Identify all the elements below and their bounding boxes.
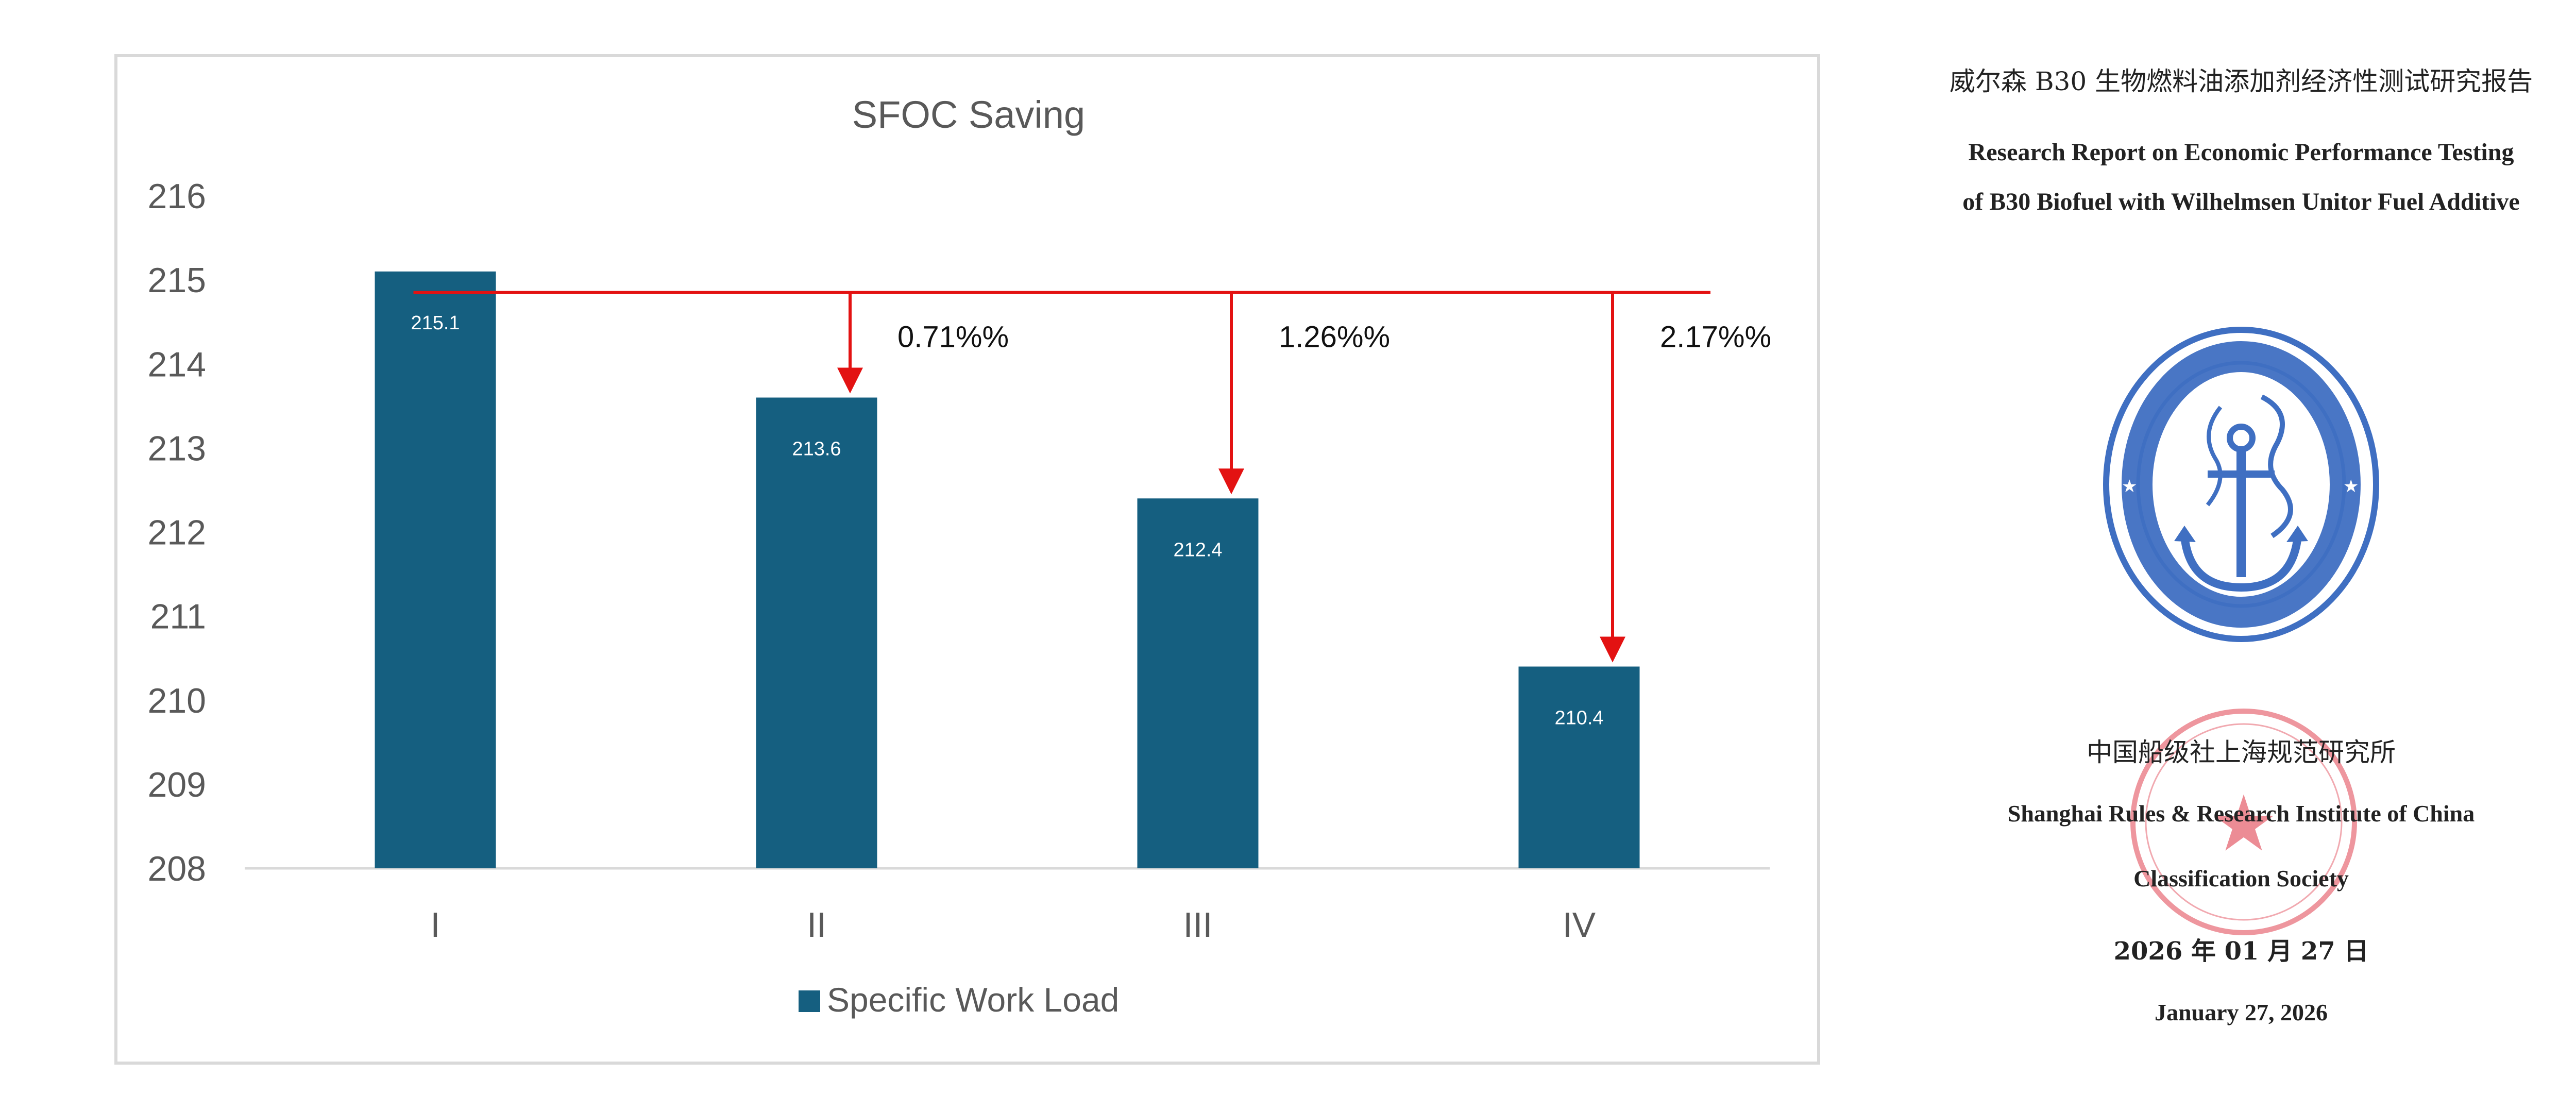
reference-annotations: 0.71%% 1.26%% 2.17%% — [413, 291, 1771, 663]
bar-IV — [1518, 666, 1640, 868]
x-tick-label: IV — [1563, 905, 1596, 945]
y-tick-label: 210 — [148, 681, 206, 720]
bars — [375, 271, 1640, 868]
report-title-cn: 威尔森 B30 生物燃料油添加剂经济性测试研究报告 — [1949, 66, 2533, 96]
chart-panel: SFOC Saving 208 209 210 211 212 213 214 215 216 … — [114, 54, 1820, 1065]
y-tick-label: 211 — [150, 597, 206, 636]
y-tick-label: 214 — [148, 345, 206, 384]
chart-title: SFOC Saving — [852, 93, 1085, 136]
legend: Specific Work Load — [799, 981, 1119, 1019]
bar-II — [756, 397, 877, 868]
y-tick-label: 213 — [148, 429, 206, 468]
report-title-en-line1: Research Report on Economic Performance … — [1968, 139, 2514, 166]
official-seal: ★ — [2130, 709, 2357, 935]
ccs-logo: ★ ★ — [2103, 327, 2379, 642]
legend-label: Specific Work Load — [827, 981, 1119, 1019]
sfoc-chart: SFOC Saving 208209210211212213214215216 … — [114, 54, 1820, 1065]
logo-star-left: ★ — [2122, 476, 2137, 497]
data-label: 212.4 — [1173, 539, 1222, 561]
y-tick-label: 209 — [148, 765, 206, 804]
saving-arrow-head — [1218, 468, 1244, 495]
saving-percent-label: 1.26%% — [1279, 321, 1390, 354]
institute-name-en-line1: Shanghai Rules & Research Institute of C… — [2007, 800, 2475, 827]
institute-name-cn: 中国船级社上海规范研究所 — [2087, 737, 2396, 767]
data-label: 213.6 — [792, 439, 841, 460]
y-axis: 208 209 210 211 212 213 214 215 216 — [148, 177, 206, 888]
x-tick-label: III — [1183, 905, 1213, 945]
x-tick-label: II — [807, 905, 826, 945]
bar-I — [375, 271, 496, 868]
legend-swatch — [799, 990, 820, 1012]
saving-arrow-head — [1600, 636, 1625, 663]
report-cover: 威尔森 B30 生物燃料油添加剂经济性测试研究报告 Research Repor… — [1855, 0, 2576, 1094]
saving-percent-label: 2.17%% — [1660, 321, 1771, 354]
x-tick-label: I — [431, 905, 440, 945]
data-label: 215.1 — [411, 312, 460, 334]
data-labels: 215.1 213.6 212.4 210.4 — [411, 312, 1603, 729]
y-tick-label: 212 — [148, 513, 206, 552]
bar-III — [1137, 498, 1259, 868]
report-date-en: January 27, 2026 — [2154, 999, 2328, 1025]
y-tick-label: 215 — [148, 261, 206, 300]
logo-star-right: ★ — [2343, 476, 2359, 497]
report-date-cn: 2026 年 01 月 27 日 — [2113, 937, 2369, 966]
data-label: 210.4 — [1554, 708, 1603, 729]
saving-percent-label: 0.71%% — [897, 321, 1009, 354]
y-tick-label: 208 — [148, 849, 206, 888]
institute-name-en-line2: Classification Society — [2133, 865, 2349, 891]
saving-arrow-head — [837, 367, 863, 394]
y-tick-label: 216 — [148, 177, 206, 216]
x-axis: I II III IV — [431, 905, 1596, 945]
seal-star: ★ — [2209, 779, 2278, 869]
report-title-en-line2: of B30 Biofuel with Wilhelmsen Unitor Fu… — [1962, 188, 2520, 215]
